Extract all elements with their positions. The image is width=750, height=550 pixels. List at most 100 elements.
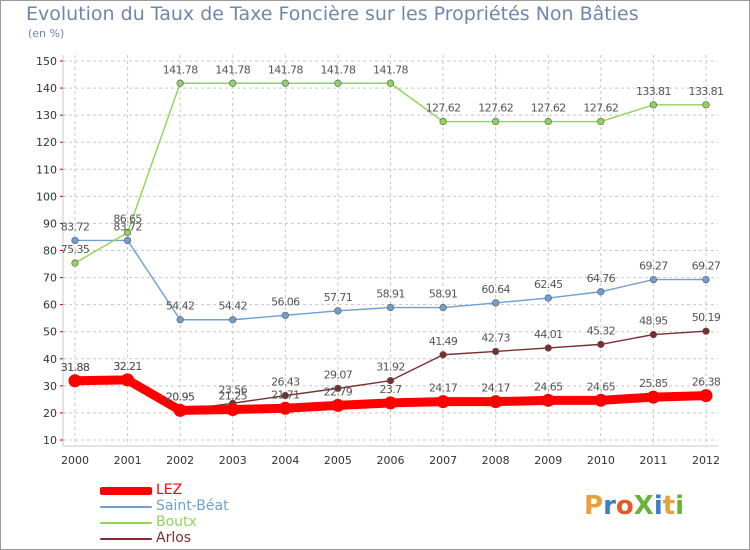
data-point	[492, 299, 500, 307]
data-point	[597, 117, 605, 126]
data-label: 54.42	[219, 300, 248, 313]
data-point	[649, 330, 658, 339]
data-label: 83.72	[113, 220, 142, 233]
data-label: 141.78	[215, 63, 250, 76]
data-label: 41.49	[429, 335, 458, 348]
data-label: 25.85	[639, 377, 668, 390]
series-lez	[68, 373, 713, 417]
data-point	[71, 259, 79, 267]
data-point	[71, 236, 79, 245]
data-label: 44.01	[534, 328, 563, 341]
data-label: 60.64	[481, 283, 510, 296]
data-point	[649, 275, 658, 284]
data-label: 141.78	[163, 63, 198, 76]
data-point	[646, 390, 660, 404]
y-tick-label: 120	[36, 136, 57, 149]
data-point	[597, 340, 605, 348]
data-label: 23.56	[219, 383, 248, 396]
data-label: 54.42	[166, 300, 195, 313]
data-label: 86.65	[113, 212, 142, 225]
data-label: 141.78	[373, 63, 408, 76]
y-tick-label: 70	[43, 272, 57, 285]
x-tick-label: 2008	[482, 454, 510, 467]
data-label: 127.62	[531, 102, 566, 115]
data-label: 26.43	[271, 376, 300, 389]
data-label: 31.92	[376, 361, 405, 374]
data-label: 69.27	[692, 260, 721, 273]
data-label: 58.91	[429, 288, 458, 301]
x-tick-label: 2010	[587, 454, 615, 467]
data-label: 29.07	[324, 368, 353, 381]
x-tick-label: 2011	[639, 454, 667, 467]
x-tick-label: 2009	[534, 454, 562, 467]
data-label: 24.17	[429, 382, 458, 395]
data-point	[334, 307, 342, 315]
data-point	[334, 79, 342, 87]
data-label: 62.45	[534, 278, 563, 291]
y-tick-label: 60	[43, 299, 57, 312]
legend-item: Arlos	[100, 530, 360, 547]
data-point	[121, 373, 135, 387]
data-point	[594, 393, 608, 407]
y-tick-label: 110	[36, 163, 57, 176]
data-label: 50.19	[692, 311, 721, 324]
data-label: 58.91	[376, 288, 405, 301]
data-point	[331, 398, 345, 412]
data-label: 127.62	[478, 102, 513, 115]
x-tick-label: 2004	[271, 454, 299, 467]
data-label: 133.81	[636, 85, 671, 98]
data-point	[439, 117, 447, 126]
data-point	[281, 311, 289, 319]
data-point	[439, 351, 447, 359]
legend-swatch	[100, 522, 152, 524]
proxiti-logo: ProXiti	[584, 491, 685, 521]
data-label: 32.21	[113, 360, 142, 373]
data-point	[176, 79, 184, 87]
legend-label: Arlos	[156, 530, 192, 546]
data-point	[702, 327, 710, 335]
data-label: 22.79	[324, 385, 353, 398]
y-tick-label: 130	[36, 109, 57, 122]
legend-label: LEZ	[156, 482, 183, 498]
data-point	[597, 288, 605, 296]
legend-item: Boutx	[100, 514, 360, 531]
data-point	[176, 316, 184, 324]
data-label: 31.88	[61, 361, 90, 374]
data-label: 20.95	[166, 390, 195, 403]
data-label: 69.27	[639, 260, 668, 273]
x-tick-label: 2000	[61, 454, 89, 467]
data-point	[492, 347, 500, 355]
data-label: 57.71	[324, 291, 353, 304]
y-tick-label: 50	[43, 326, 57, 339]
data-point	[173, 403, 187, 417]
data-label: 32.21	[113, 360, 142, 373]
y-tick-label: 30	[43, 380, 57, 393]
data-point	[229, 316, 237, 324]
data-label: 26.38	[692, 376, 721, 389]
data-label: 127.62	[426, 102, 461, 115]
data-label: 133.81	[689, 85, 724, 98]
data-point	[544, 294, 552, 302]
y-tick-label: 150	[36, 55, 57, 68]
data-label: 45.32	[587, 324, 616, 337]
data-point	[281, 79, 289, 87]
data-point	[384, 396, 397, 410]
data-point	[226, 403, 240, 417]
x-tick-label: 2001	[114, 454, 142, 467]
legend-swatch	[100, 506, 152, 508]
data-point	[229, 79, 237, 87]
data-label: 24.65	[534, 380, 563, 393]
data-label: 21.71	[271, 388, 300, 401]
legend-item: LEZ	[100, 482, 360, 499]
x-tick-label: 2003	[219, 454, 247, 467]
data-point	[386, 79, 395, 87]
data-label: 20.95	[166, 390, 195, 403]
data-point	[489, 395, 503, 409]
data-label: 21.25	[219, 390, 248, 403]
x-tick-label: 2012	[692, 454, 720, 467]
legend-label: Boutx	[156, 514, 197, 530]
y-tick-label: 10	[43, 434, 57, 447]
data-point	[281, 391, 289, 400]
